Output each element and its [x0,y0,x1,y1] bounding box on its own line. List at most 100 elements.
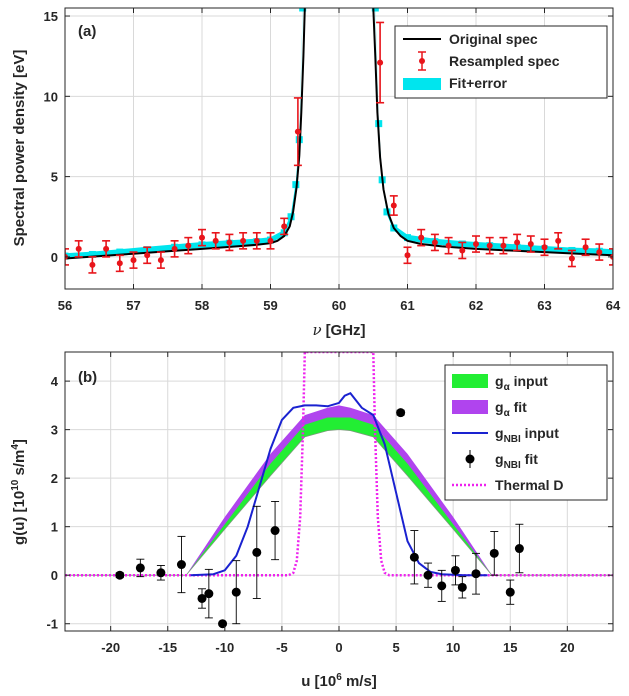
resampled-spec-marker [281,223,288,230]
legend-nbi-input-sub: NBI [504,434,521,445]
resampled-spec-marker [130,257,137,264]
panel-a-ytick-label: 15 [44,9,58,24]
panel-a-xtick-label: 62 [469,298,483,313]
nbi-input-line [190,391,488,577]
panel-b-ylabel-exp2: 4 [10,444,21,450]
panel-b-plot-area [65,352,613,629]
nbi-fit-marker [514,544,524,554]
nbi-fit-marker [115,570,125,580]
panel-a-xtick-label: 61 [400,298,414,313]
legend-fit-label: Fit+error [449,75,508,91]
legend-alpha-fit-tail: fit [510,399,527,415]
resampled-spec-marker [89,261,96,268]
legend-alpha-input-label: gα input [495,373,548,393]
panel-a: 56 57 58 59 60 61 62 63 64 0 5 10 15 (a) ν [GHz] Spec… [11,7,621,339]
panel-b-xtick-label: 0 [335,640,342,655]
nbi-fit-marker [218,619,228,629]
fit-error-band [65,8,303,259]
legend-fit-swatch [403,78,441,90]
panel-b-xtick-label: -10 [215,640,234,655]
legend-alpha-fit-label: gα fit [495,399,527,419]
legend-resampled-marker [419,58,425,64]
nbi-fit-marker [489,548,499,558]
resampled-spec-marker [212,237,219,244]
nbi-fit-marker [409,552,419,562]
panel-b-xlabel-tail: m/s] [342,673,377,690]
panel-b-ytick-label: -1 [46,617,58,632]
fit-marker [404,234,411,242]
resampled-spec-marker [486,242,493,249]
panel-a-xtick-label: 60 [332,298,346,313]
alpha-baseline [65,429,613,576]
panel-a-legend: Original spec Resampled spec Fit+error [394,25,608,99]
panel-a-plot-area [65,8,613,274]
resampled-spec-marker [144,252,151,259]
legend-alpha-input-swatch [452,374,488,388]
fit-marker [299,8,307,12]
resampled-spec-marker [514,239,521,246]
resampled-spec-marker [445,242,452,249]
resampled-spec-marker [171,245,178,252]
panel-b-ylabel-mid: s/m [11,450,28,480]
panel-a-xlabel: ν [GHz] [312,321,365,339]
resampled-spec-marker [459,247,466,254]
legend-alpha-input-main: g [495,373,504,389]
nbi-fit-marker [396,408,406,418]
legend-resampled-label: Resampled spec [449,53,560,69]
resampled-spec-marker [199,234,205,241]
panel-a-ytick-label: 10 [44,89,58,104]
nbi-fit-marker [270,526,280,536]
fit-marker [371,8,379,12]
panel-a-xlabel-unit: [GHz] [326,322,366,339]
legend-original-label: Original spec [449,31,538,47]
panel-b-legend: gα input gα fit gNBI input gNBI fit Ther… [444,364,608,501]
nbi-fit-marker [423,570,433,580]
resampled-spec-marker [116,260,123,267]
nbi-fit-marker [505,587,515,597]
fit-marker [116,248,124,256]
panel-b-ytick-label: 3 [51,423,58,438]
nbi-fit-marker [437,581,447,591]
resampled-spec-marker [185,242,192,249]
panel-a-ylabel: Spectral power density [eV] [11,50,28,247]
nbi-fit-marker [135,563,145,573]
panel-b-xtick-label: -20 [101,640,120,655]
panel-a-ticks: 56 57 58 59 60 61 62 63 64 0 5 10 15 [44,8,621,313]
nbi-fit-marker [450,565,460,575]
resampled-spec-marker [404,252,411,259]
resampled-spec-marker [157,257,164,264]
legend-nbi-fit-tail: fit [521,451,538,467]
legend-nbi-input-main: g [495,425,504,441]
legend-alpha-input-tail: input [510,373,548,389]
legend-nbi-input-label: gNBI input [495,425,559,445]
nbi-fit-marker [457,582,467,592]
resampled-spec-marker [568,255,575,262]
resampled-spec-marker [418,234,425,241]
panel-a-xtick-label: 64 [606,298,621,313]
nbi-fit-marker [471,569,481,579]
original-spec-line [65,8,306,260]
panel-a-xtick-label: 58 [195,298,209,313]
panel-a-xtick-label: 59 [263,298,277,313]
panel-b-ylabel-exp1: 10 [10,479,21,491]
resampled-spec-marker [377,59,384,66]
resampled-spec-marker [240,237,247,244]
panel-b-ylabel-tail: ] [11,439,28,444]
legend-alpha-fit-swatch [452,400,488,414]
resampled-spec-marker [582,244,589,251]
legend-nbi-fit-label: gNBI fit [495,451,538,471]
nbi-fit-marker [204,589,214,599]
panel-b-xtick-label: -15 [158,640,177,655]
resampled-spec-marker [527,241,534,248]
resampled-spec-marker [267,237,274,244]
panel-b-xlabel-main: u [10 [301,673,336,690]
panel-a-ytick-label: 0 [51,250,58,265]
panel-a-ytick-label: 5 [51,170,58,185]
nbi-fit-marker [176,560,186,570]
resampled-spec-marker [500,242,507,249]
resampled-spec-marker [541,244,548,251]
panel-a-label: (a) [78,23,96,40]
